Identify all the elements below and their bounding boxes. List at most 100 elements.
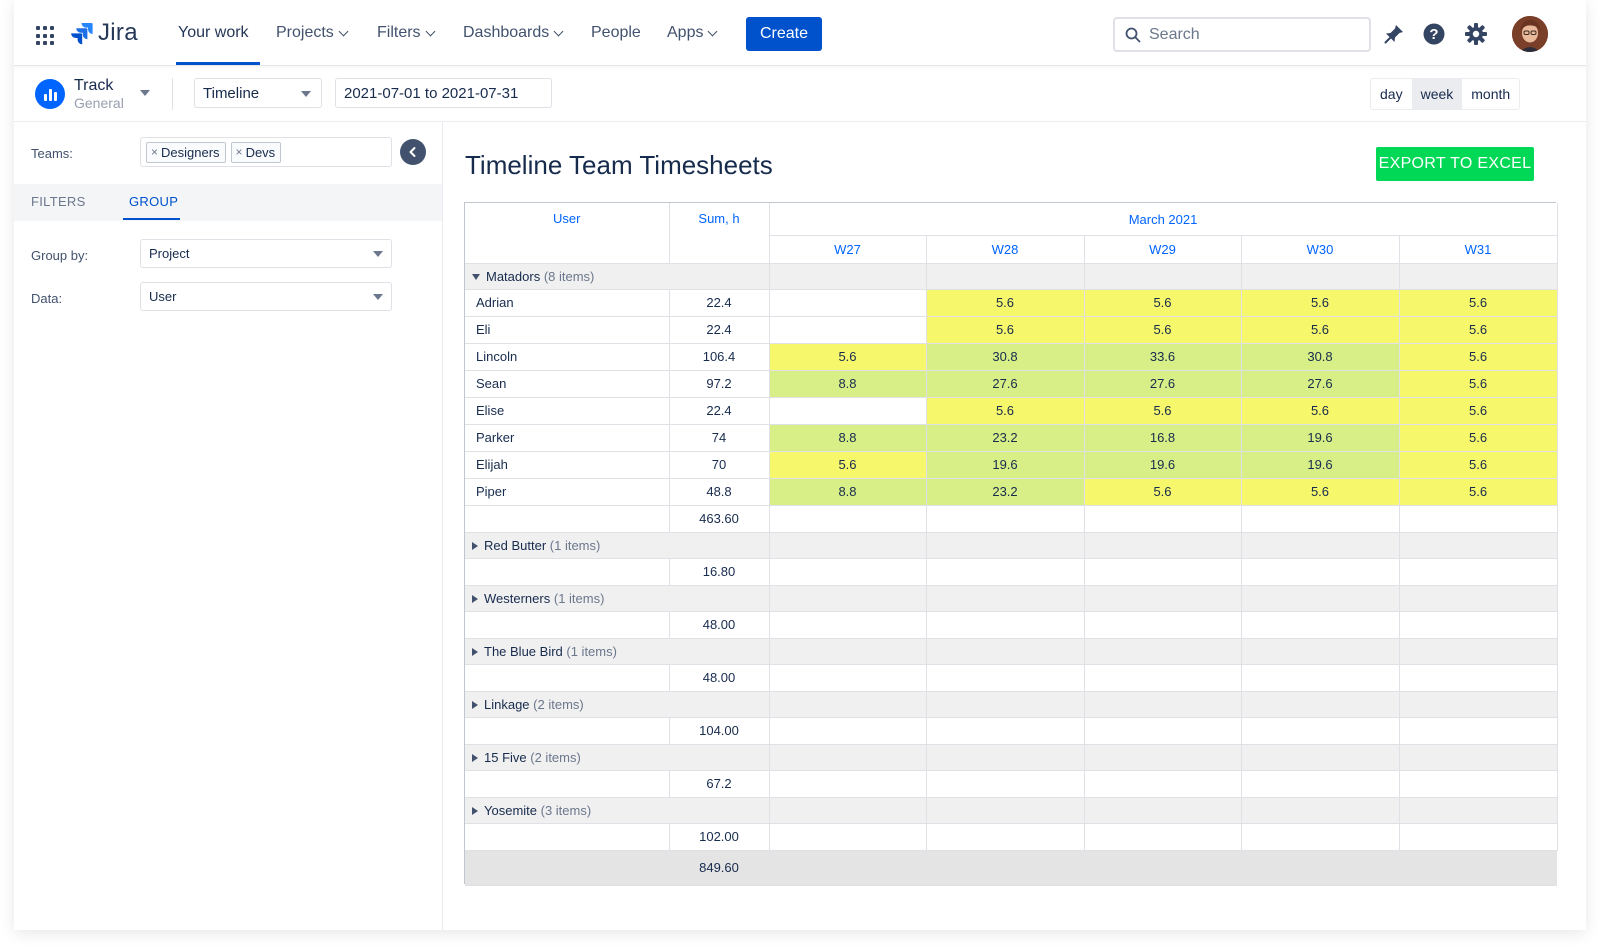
user-name[interactable]: Eli [465, 316, 670, 344]
user-name[interactable]: Sean [465, 370, 670, 398]
hours-cell[interactable] [769, 289, 927, 317]
project-name[interactable]: Track [74, 77, 114, 94]
group-row[interactable]: Red Butter (1 items) [465, 532, 1558, 559]
user-row[interactable]: Lincoln 106.4 5.6 30.8 33.6 30.8 5.6 [465, 343, 1558, 371]
expand-triangle-icon[interactable] [472, 701, 478, 710]
hours-cell[interactable]: 5.6 [926, 316, 1085, 344]
group-row[interactable]: The Blue Bird (1 items) [465, 638, 1558, 665]
user-avatar[interactable] [1512, 16, 1548, 52]
notifications-icon[interactable] [1382, 22, 1406, 46]
user-row[interactable]: Sean 97.2 8.8 27.6 27.6 27.6 5.6 [465, 370, 1558, 398]
column-header-week[interactable]: W31 [1399, 235, 1558, 264]
hours-cell[interactable]: 5.6 [1241, 289, 1400, 317]
nav-projects[interactable]: Projects [276, 24, 349, 42]
jira-logo[interactable]: Jira [70, 18, 138, 48]
user-name[interactable]: Elijah [465, 451, 670, 479]
expand-triangle-icon[interactable] [472, 754, 478, 763]
column-header-sum[interactable]: Sum, h [669, 203, 770, 264]
create-button[interactable]: Create [746, 17, 822, 51]
hours-cell[interactable]: 5.6 [1084, 478, 1242, 506]
group-cell[interactable]: Red Butter (1 items) [465, 532, 770, 559]
period-day-button[interactable]: day [1380, 86, 1403, 102]
hours-cell[interactable]: 19.6 [1084, 451, 1242, 479]
remove-icon[interactable]: × [235, 145, 243, 159]
hours-cell[interactable]: 5.6 [1084, 316, 1242, 344]
hours-cell[interactable]: 19.6 [1241, 451, 1400, 479]
hours-cell[interactable] [769, 316, 927, 344]
search-box[interactable] [1113, 17, 1371, 52]
hours-cell[interactable]: 5.6 [926, 289, 1085, 317]
view-select[interactable]: Timeline [194, 78, 322, 108]
hours-cell[interactable]: 16.8 [1084, 424, 1242, 452]
hours-cell[interactable]: 8.8 [769, 478, 927, 506]
hours-cell[interactable]: 5.6 [769, 451, 927, 479]
user-name[interactable]: Lincoln [465, 343, 670, 371]
search-input[interactable] [1149, 25, 1349, 44]
column-header-week[interactable]: W28 [926, 235, 1085, 264]
group-row[interactable]: 15 Five (2 items) [465, 744, 1558, 771]
settings-gear-icon[interactable] [1464, 22, 1488, 46]
hours-cell[interactable]: 19.6 [926, 451, 1085, 479]
group-by-select[interactable]: Project [140, 239, 392, 268]
hours-cell[interactable]: 5.6 [1399, 343, 1558, 371]
group-row[interactable]: Linkage (2 items) [465, 691, 1558, 718]
period-month-button[interactable]: month [1471, 86, 1511, 102]
user-row[interactable]: Eli 22.4 5.6 5.6 5.6 5.6 [465, 316, 1558, 344]
project-dropdown-icon[interactable] [140, 90, 150, 96]
column-header-week[interactable]: W27 [769, 235, 927, 264]
group-row[interactable]: Yosemite (3 items) [465, 797, 1558, 824]
group-cell[interactable]: Westerners (1 items) [465, 585, 770, 612]
period-week-button[interactable]: week [1411, 79, 1463, 109]
export-to-excel-button[interactable]: EXPORT TO EXCEL [1376, 147, 1534, 181]
teams-multiselect[interactable]: × Designers × Devs [140, 137, 392, 167]
group-cell[interactable]: Yosemite (3 items) [465, 797, 770, 824]
project-chart-icon[interactable] [35, 79, 65, 109]
hours-cell[interactable]: 5.6 [1399, 451, 1558, 479]
column-header-user[interactable]: User [465, 203, 670, 264]
user-row[interactable]: Adrian 22.4 5.6 5.6 5.6 5.6 [465, 289, 1558, 317]
hours-cell[interactable]: 5.6 [926, 397, 1085, 425]
group-cell[interactable]: Linkage (2 items) [465, 691, 770, 718]
nav-filters[interactable]: Filters [377, 24, 436, 42]
hours-cell[interactable]: 5.6 [1399, 289, 1558, 317]
hours-cell[interactable]: 30.8 [926, 343, 1085, 371]
user-name[interactable]: Elise [465, 397, 670, 425]
group-row[interactable]: Westerners (1 items) [465, 585, 1558, 612]
nav-people[interactable]: People [591, 24, 641, 42]
hours-cell[interactable]: 5.6 [1399, 424, 1558, 452]
hours-cell[interactable]: 5.6 [1241, 316, 1400, 344]
user-name[interactable]: Adrian [465, 289, 670, 317]
column-header-week[interactable]: W30 [1241, 235, 1400, 264]
hours-cell[interactable]: 5.6 [1241, 397, 1400, 425]
hours-cell[interactable]: 8.8 [769, 370, 927, 398]
hours-cell[interactable]: 8.8 [769, 424, 927, 452]
hours-cell[interactable]: 5.6 [1399, 370, 1558, 398]
hours-cell[interactable]: 5.6 [1399, 316, 1558, 344]
hours-cell[interactable]: 27.6 [1084, 370, 1242, 398]
user-name[interactable]: Parker [465, 424, 670, 452]
expand-triangle-icon[interactable] [472, 595, 478, 604]
hours-cell[interactable]: 27.6 [1241, 370, 1400, 398]
user-row[interactable]: Piper 48.8 8.8 23.2 5.6 5.6 5.6 [465, 478, 1558, 506]
group-cell[interactable]: The Blue Bird (1 items) [465, 638, 770, 665]
nav-dashboards[interactable]: Dashboards [463, 24, 564, 42]
hours-cell[interactable]: 33.6 [1084, 343, 1242, 371]
hours-cell[interactable]: 5.6 [1084, 289, 1242, 317]
data-select[interactable]: User [140, 282, 392, 311]
user-row[interactable]: Elise 22.4 5.6 5.6 5.6 5.6 [465, 397, 1558, 425]
column-header-week[interactable]: W29 [1084, 235, 1242, 264]
user-row[interactable]: Elijah 70 5.6 19.6 19.6 19.6 5.6 [465, 451, 1558, 479]
nav-your-work[interactable]: Your work [178, 24, 249, 42]
hours-cell[interactable]: 5.6 [1241, 478, 1400, 506]
group-cell[interactable]: 15 Five (2 items) [465, 744, 770, 771]
help-icon[interactable]: ? [1422, 22, 1446, 46]
user-name[interactable]: Piper [465, 478, 670, 506]
hours-cell[interactable]: 23.2 [926, 424, 1085, 452]
hours-cell[interactable]: 23.2 [926, 478, 1085, 506]
hours-cell[interactable]: 5.6 [769, 343, 927, 371]
hours-cell[interactable] [769, 397, 927, 425]
collapse-sidebar-button[interactable] [400, 139, 426, 165]
date-range-picker[interactable]: 2021-07-01 to 2021-07-31 [335, 78, 552, 108]
app-switcher-icon[interactable] [36, 26, 56, 46]
hours-cell[interactable]: 19.6 [1241, 424, 1400, 452]
